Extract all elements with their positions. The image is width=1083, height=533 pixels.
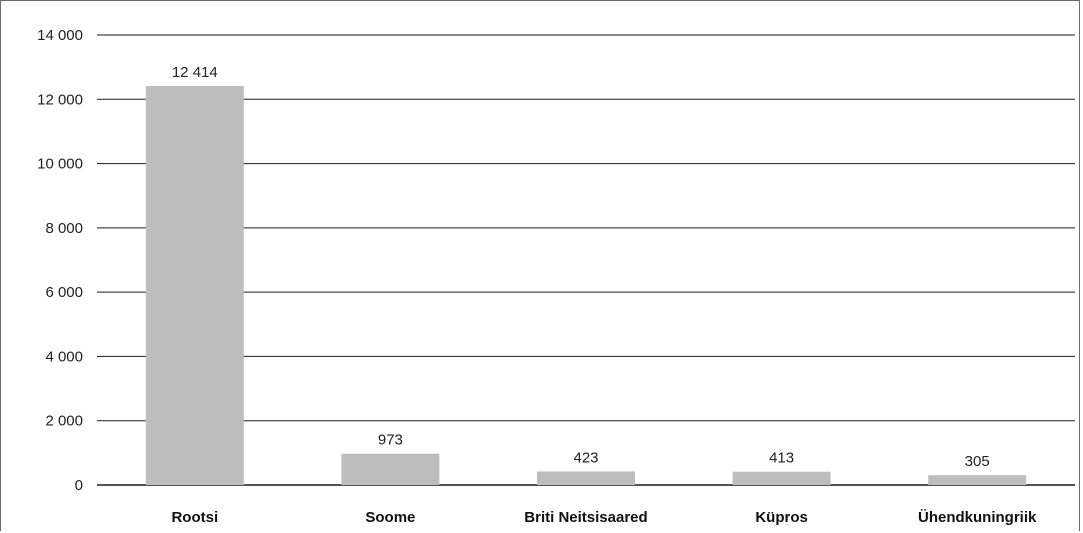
y-tick-label: 14 000 — [37, 27, 83, 44]
x-category-label: Rootsi — [171, 509, 218, 526]
bars — [145, 85, 1027, 485]
bar — [537, 471, 635, 485]
bar — [928, 475, 1027, 485]
data-label: 423 — [573, 449, 598, 466]
gridlines — [97, 34, 1075, 486]
bar — [732, 471, 831, 485]
y-tick-label: 6 000 — [45, 284, 83, 301]
x-category-label: Ühendkuningriik — [918, 509, 1037, 526]
data-label: 973 — [378, 432, 403, 449]
bar — [341, 453, 440, 485]
x-axis-categories: Rootsi Soome Briti Neitsisaared Küpros Ühend… — [171, 509, 1037, 526]
x-category-label: Küpros — [755, 509, 808, 526]
y-axis-ticks: 0 2 000 4 000 6 000 8 000 10 000 12 000 14 000 — [37, 27, 83, 494]
y-tick-label: 8 000 — [45, 220, 83, 237]
y-tick-label: 12 000 — [37, 91, 83, 108]
data-labels: 12 414 973 423 413 305 — [172, 64, 990, 470]
y-tick-label: 2 000 — [45, 413, 83, 430]
y-tick-label: 10 000 — [37, 156, 83, 173]
y-tick-label: 0 — [75, 477, 83, 494]
data-label: 413 — [769, 450, 794, 467]
x-category-label: Briti Neitsisaared — [524, 509, 647, 526]
y-tick-label: 4 000 — [45, 348, 83, 365]
data-label: 305 — [965, 453, 990, 470]
bar — [145, 85, 244, 485]
data-label: 12 414 — [172, 64, 218, 81]
x-category-label: Soome — [365, 509, 415, 526]
